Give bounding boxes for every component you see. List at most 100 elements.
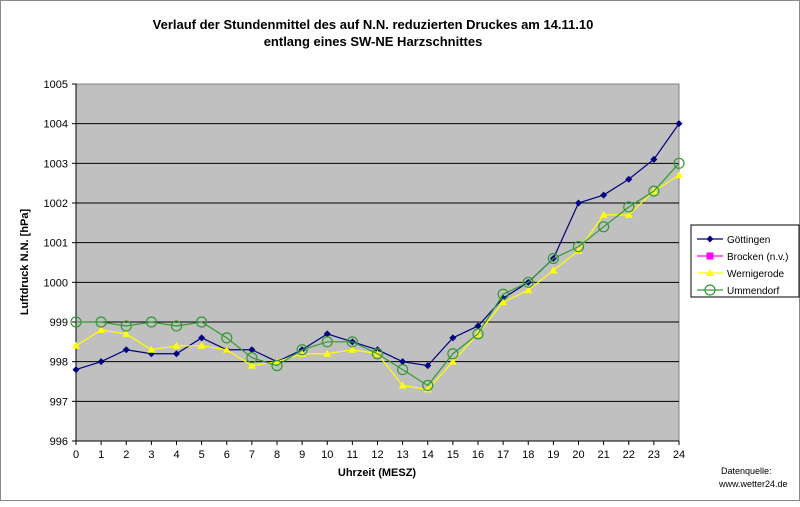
circle-marker — [170, 320, 183, 332]
x-tick-label: 18 — [522, 449, 534, 461]
x-tick-label: 8 — [274, 449, 280, 461]
series-ummendorf — [70, 157, 685, 392]
circle-marker — [472, 328, 484, 340]
circle-marker — [346, 336, 358, 348]
triangle-marker — [172, 341, 181, 349]
triangle-marker — [398, 381, 407, 389]
x-tick-label: 4 — [173, 449, 179, 461]
series-line — [76, 162, 680, 387]
diamond-marker — [97, 358, 105, 366]
y-axis-label: Luftdruck N.N. [hPa] — [19, 209, 31, 316]
x-tick-label: 13 — [397, 449, 409, 461]
circle-marker — [70, 316, 82, 328]
plot-area — [75, 83, 680, 442]
diamond-marker — [706, 235, 714, 243]
triangle-marker — [524, 286, 533, 294]
diamond-marker — [122, 346, 130, 354]
triangle-marker — [247, 361, 256, 369]
x-tick-label: 21 — [598, 449, 610, 461]
triangle-marker — [448, 357, 457, 365]
circle-marker — [397, 364, 409, 376]
circle-marker — [572, 241, 585, 253]
diamond-marker — [424, 362, 432, 370]
y-tick-label: 1005 — [44, 79, 68, 91]
triangle-marker — [222, 345, 231, 353]
circle-marker — [704, 284, 716, 296]
diamond-marker — [625, 175, 633, 183]
chart-title-line1: Verlauf der Stundenmittel des auf N.N. r… — [153, 17, 594, 32]
circle-marker — [321, 336, 333, 348]
x-tick-label: 24 — [673, 449, 685, 461]
x-tick-label: 1 — [98, 449, 104, 461]
circle-marker — [497, 288, 509, 300]
x-tick-label: 10 — [321, 449, 333, 461]
circle-marker — [522, 276, 534, 288]
circle-marker — [623, 201, 635, 213]
diamond-marker — [449, 334, 457, 342]
x-tick-label: 20 — [572, 449, 584, 461]
y-tick-label: 998 — [50, 357, 68, 369]
diamond-marker — [198, 334, 206, 342]
x-tick-label: 3 — [148, 449, 154, 461]
diamond-marker — [650, 155, 658, 163]
circle-marker — [673, 157, 685, 169]
diamond-marker — [575, 199, 582, 207]
legend-item: Ummendorf — [697, 284, 779, 297]
x-tick-label: 0 — [73, 449, 79, 461]
legend-item: Göttingen — [697, 235, 770, 246]
triangle-marker — [72, 341, 80, 349]
circle-marker — [196, 316, 208, 328]
triangle-marker — [499, 298, 508, 306]
triangle-marker — [147, 345, 156, 353]
circle-marker — [547, 252, 559, 265]
square-marker — [706, 252, 714, 260]
x-tick-label: 17 — [497, 449, 509, 461]
circle-marker — [296, 344, 308, 356]
x-tick-label: 23 — [648, 449, 660, 461]
diamond-marker — [173, 350, 180, 358]
legend-label: Göttingen — [727, 235, 770, 246]
circle-marker — [145, 316, 157, 328]
x-tick-label: 15 — [447, 449, 459, 461]
circle-marker — [246, 352, 258, 364]
triangle-marker — [197, 341, 206, 349]
y-tick-label: 1001 — [44, 238, 68, 250]
diamond-marker — [248, 346, 256, 354]
diamond-marker — [600, 191, 608, 199]
triangle-marker — [706, 269, 714, 276]
circle-marker — [95, 316, 107, 328]
triangle-marker — [97, 325, 106, 333]
x-tick-label: 14 — [422, 449, 434, 461]
diamond-marker — [72, 366, 80, 374]
diamond-marker — [474, 322, 482, 330]
source-label: Datenquelle: — [721, 466, 772, 476]
y-tick-label: 997 — [50, 396, 68, 408]
triangle-marker — [323, 349, 332, 357]
y-tick-label: 1000 — [44, 277, 68, 289]
chart-title-line2: entlang eines SW-NE Harzschnittes — [264, 34, 483, 49]
circle-marker — [221, 332, 233, 344]
x-axis-label: Uhrzeit (MESZ) — [338, 467, 417, 479]
source-url: www.wetter24.de — [718, 479, 788, 489]
triangle-marker — [549, 266, 558, 274]
y-tick-label: 1004 — [44, 119, 68, 131]
diamond-marker — [399, 358, 407, 366]
legend-item: Wernigerode — [697, 269, 785, 280]
x-tick-label: 2 — [123, 449, 129, 461]
triangle-marker — [122, 329, 131, 337]
legend: Göttingen Brocken (n.v.) Wernigerode Ummend… — [690, 224, 800, 298]
legend-label: Brocken (n.v.) — [727, 252, 789, 263]
legend-item: Brocken (n.v.) — [697, 252, 789, 263]
circle-marker — [371, 348, 384, 360]
triangle-marker — [348, 345, 357, 353]
x-tick-label: 11 — [347, 449, 358, 461]
x-tick-label: 5 — [199, 449, 205, 461]
legend-label: Ummendorf — [727, 286, 779, 297]
diamond-marker — [323, 330, 331, 338]
x-tick-label: 22 — [623, 449, 635, 461]
triangle-marker — [624, 210, 633, 218]
y-tick-label: 1002 — [44, 198, 68, 210]
y-tick-label: 1003 — [44, 158, 68, 170]
